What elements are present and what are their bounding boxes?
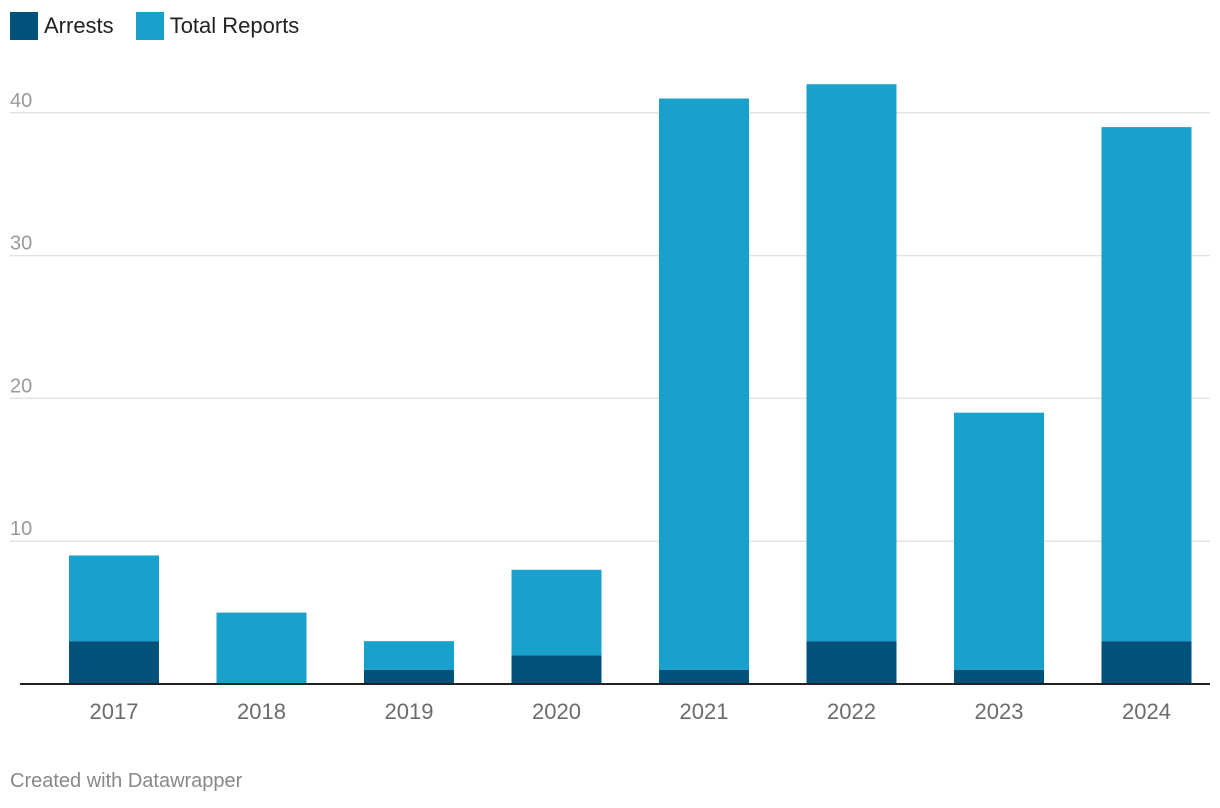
bar-arrests-2017 — [69, 641, 159, 684]
bar-arrests-2021 — [659, 669, 749, 684]
x-tick-label-2023: 2023 — [975, 699, 1024, 724]
bar-total-reports-2018 — [216, 612, 307, 684]
x-tick-label-2017: 2017 — [90, 699, 139, 724]
bar-arrests-2019 — [364, 669, 454, 684]
x-tick-label-2022: 2022 — [827, 699, 876, 724]
chart-legend: Arrests Total Reports — [10, 12, 299, 40]
y-tick-label: 40 — [10, 90, 32, 112]
legend-swatch-arrests — [10, 12, 38, 40]
y-tick-label: 20 — [10, 375, 32, 397]
x-tick-label-2020: 2020 — [532, 699, 581, 724]
x-tick-label-2019: 2019 — [385, 699, 434, 724]
footer-credit: Created with Datawrapper — [10, 770, 243, 792]
x-tick-label-2024: 2024 — [1122, 699, 1171, 724]
bar-total-reports-2021 — [659, 98, 749, 670]
y-tick-label: 30 — [10, 233, 32, 255]
bar-total-reports-2022 — [806, 84, 897, 642]
legend-label-arrests: Arrests — [44, 13, 114, 38]
x-axis-ticks: 2017 2018 2019 2020 2021 2022 2023 2024 — [90, 699, 1171, 724]
bar-total-reports-2024 — [1101, 127, 1192, 642]
bar-total-reports-2017 — [69, 555, 159, 642]
bar-total-reports-2020 — [511, 569, 602, 656]
legend-item-arrests: Arrests — [10, 12, 114, 40]
bar-arrests-2022 — [806, 641, 897, 684]
x-tick-label-2018: 2018 — [237, 699, 286, 724]
x-tick-label-2021: 2021 — [680, 699, 729, 724]
bar-chart: 10 20 30 40 2017 2018 2019 2020 2021 2022 2023 202… — [10, 84, 1210, 724]
bar-arrests-2020 — [511, 655, 602, 684]
bar-arrests-2023 — [954, 669, 1044, 684]
legend-item-total-reports: Total Reports — [135, 12, 300, 40]
legend-label-total-reports: Total Reports — [169, 13, 300, 38]
bar-arrests-2024 — [1101, 641, 1192, 684]
y-axis-ticks: 10 20 30 40 — [10, 90, 32, 540]
bars — [69, 84, 1192, 684]
legend-swatch-total-reports — [135, 12, 164, 40]
y-tick-label: 10 — [10, 518, 32, 540]
bar-total-reports-2023 — [954, 412, 1044, 670]
bar-total-reports-2019 — [364, 641, 454, 670]
